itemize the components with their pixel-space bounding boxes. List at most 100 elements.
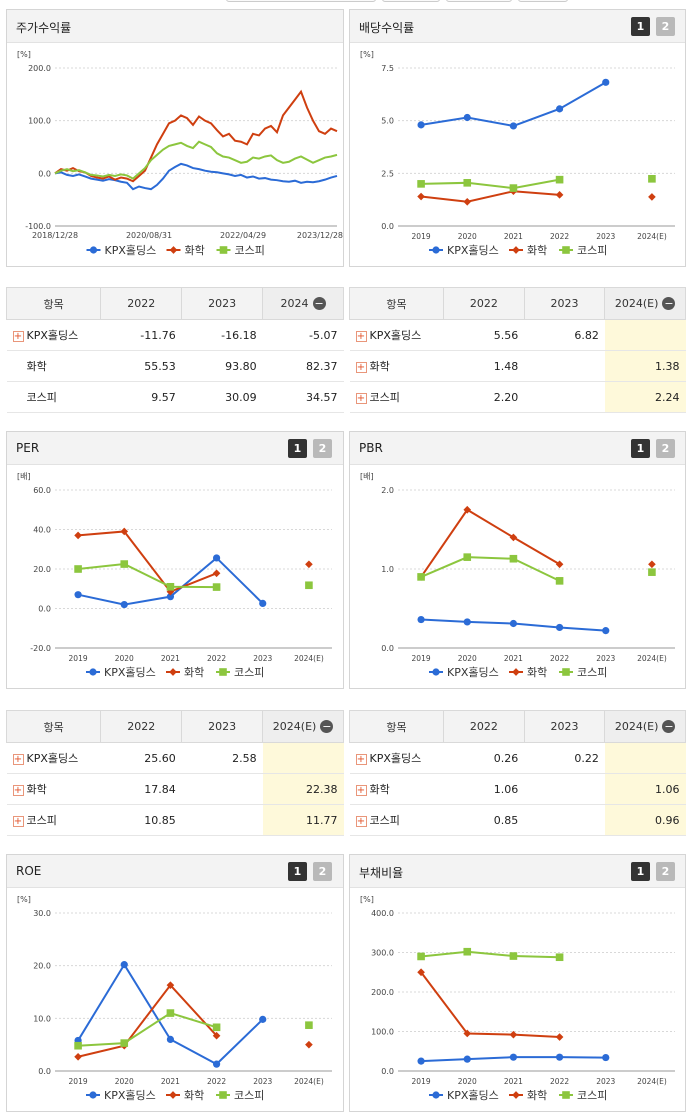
legend-marker-kpx[interactable]: [432, 1091, 440, 1099]
data-point-kpx[interactable]: [417, 121, 425, 129]
data-point-chem[interactable]: [74, 531, 82, 540]
page-1-button[interactable]: 1: [631, 439, 650, 458]
expand-icon[interactable]: +: [355, 753, 367, 765]
data-point-kospi[interactable]: [463, 179, 472, 187]
data-point-kospi[interactable]: [74, 565, 82, 573]
collapse-icon[interactable]: −: [662, 297, 676, 311]
page-1-button[interactable]: 1: [288, 439, 307, 458]
data-point-kospi[interactable]: [120, 1039, 129, 1047]
data-point-kpx[interactable]: [259, 599, 267, 608]
expand-icon[interactable]: +: [355, 815, 367, 827]
data-point-kpx[interactable]: [602, 627, 610, 635]
page-1-button[interactable]: 1: [631, 862, 650, 881]
legend-marker-kpx[interactable]: [89, 668, 97, 676]
data-point-chem[interactable]: [166, 981, 175, 989]
legend-marker-kpx[interactable]: [89, 246, 98, 254]
legend-marker-chem[interactable]: [512, 668, 520, 676]
legend-marker-kpx[interactable]: [432, 668, 440, 676]
top-pill[interactable]: [518, 0, 568, 2]
data-point-kospi[interactable]: [463, 947, 472, 956]
expand-icon[interactable]: +: [355, 361, 367, 373]
page-1-button[interactable]: 1: [288, 862, 307, 881]
collapse-icon[interactable]: −: [662, 720, 676, 734]
expand-icon[interactable]: +: [12, 330, 24, 342]
data-point-chem[interactable]: [463, 505, 472, 514]
collapse-icon[interactable]: −: [312, 297, 326, 311]
data-point-kpx[interactable]: [120, 600, 128, 609]
data-point-kospi[interactable]: [417, 180, 425, 188]
data-point-kpx[interactable]: [166, 1035, 175, 1043]
data-point-kpx[interactable]: [417, 1057, 425, 1065]
data-point-kospi[interactable]: [417, 573, 425, 581]
data-point-kospi[interactable]: [166, 1009, 175, 1017]
page-2-button[interactable]: 2: [656, 439, 675, 458]
expand-icon[interactable]: +: [12, 815, 24, 827]
expand-icon[interactable]: +: [355, 784, 367, 796]
data-point-kospi[interactable]: [509, 184, 518, 192]
data-point-kpx[interactable]: [212, 1060, 221, 1068]
data-point-kpx[interactable]: [509, 122, 518, 130]
data-point-kospi[interactable]: [74, 1041, 82, 1050]
data-point-kpx[interactable]: [555, 1053, 564, 1061]
legend-marker-chem[interactable]: [512, 1091, 520, 1099]
expand-icon[interactable]: +: [355, 392, 367, 404]
data-point-kospi[interactable]: [166, 582, 175, 591]
data-point-kpx[interactable]: [602, 1053, 610, 1062]
legend-marker-chem[interactable]: [512, 246, 520, 254]
data-point-kpx[interactable]: [74, 591, 82, 599]
data-point-kospi[interactable]: [212, 1023, 221, 1032]
data-point-kospi[interactable]: [305, 1021, 313, 1029]
expand-icon[interactable]: +: [12, 784, 24, 796]
data-point-chem[interactable]: [417, 192, 425, 201]
legend-marker-chem[interactable]: [169, 668, 177, 676]
page-2-button[interactable]: 2: [313, 439, 332, 458]
top-pill[interactable]: [382, 0, 440, 2]
expand-icon[interactable]: +: [355, 330, 367, 342]
data-point-kospi[interactable]: [648, 568, 656, 576]
data-point-kospi[interactable]: [463, 553, 472, 561]
legend-marker-kospi[interactable]: [219, 668, 227, 676]
legend-marker-kospi[interactable]: [562, 246, 570, 254]
data-point-chem[interactable]: [555, 191, 564, 199]
top-pill[interactable]: [446, 0, 512, 2]
data-point-kpx[interactable]: [463, 113, 471, 122]
data-point-kpx[interactable]: [509, 1053, 518, 1061]
legend-marker-kospi[interactable]: [219, 246, 228, 254]
page-2-button[interactable]: 2: [656, 862, 675, 881]
legend-marker-kospi[interactable]: [562, 668, 570, 676]
data-point-kpx[interactable]: [120, 961, 128, 969]
data-point-kpx[interactable]: [509, 619, 518, 628]
data-point-kpx[interactable]: [259, 1015, 267, 1023]
data-point-kospi[interactable]: [417, 952, 425, 961]
data-point-chem[interactable]: [74, 1052, 82, 1061]
data-point-chem[interactable]: [648, 193, 656, 201]
data-point-kospi[interactable]: [305, 581, 313, 590]
data-point-kospi[interactable]: [509, 952, 518, 960]
data-point-chem[interactable]: [463, 197, 472, 206]
data-point-chem[interactable]: [555, 1033, 564, 1041]
legend-marker-kpx[interactable]: [89, 1091, 97, 1099]
page-2-button[interactable]: 2: [313, 862, 332, 881]
data-point-chem[interactable]: [305, 560, 313, 569]
data-point-kpx[interactable]: [212, 554, 221, 562]
data-point-kpx[interactable]: [602, 78, 610, 86]
legend-marker-chem[interactable]: [169, 246, 178, 254]
data-point-kospi[interactable]: [555, 577, 564, 585]
page-2-button[interactable]: 2: [656, 17, 675, 36]
top-pill[interactable]: [226, 0, 376, 2]
legend-marker-chem[interactable]: [169, 1091, 177, 1099]
data-point-kpx[interactable]: [463, 1055, 471, 1063]
data-point-kospi[interactable]: [212, 583, 221, 591]
legend-marker-kospi[interactable]: [219, 1091, 227, 1099]
collapse-icon[interactable]: −: [320, 720, 334, 734]
data-point-kospi[interactable]: [120, 560, 129, 568]
data-point-kospi[interactable]: [555, 953, 564, 962]
data-point-kpx[interactable]: [417, 615, 425, 624]
legend-marker-kpx[interactable]: [432, 246, 440, 254]
data-point-kpx[interactable]: [166, 593, 175, 601]
legend-marker-kospi[interactable]: [562, 1091, 570, 1099]
data-point-kospi[interactable]: [555, 175, 564, 184]
page-1-button[interactable]: 1: [631, 17, 650, 36]
data-point-kpx[interactable]: [463, 618, 471, 626]
data-point-chem[interactable]: [648, 560, 656, 569]
